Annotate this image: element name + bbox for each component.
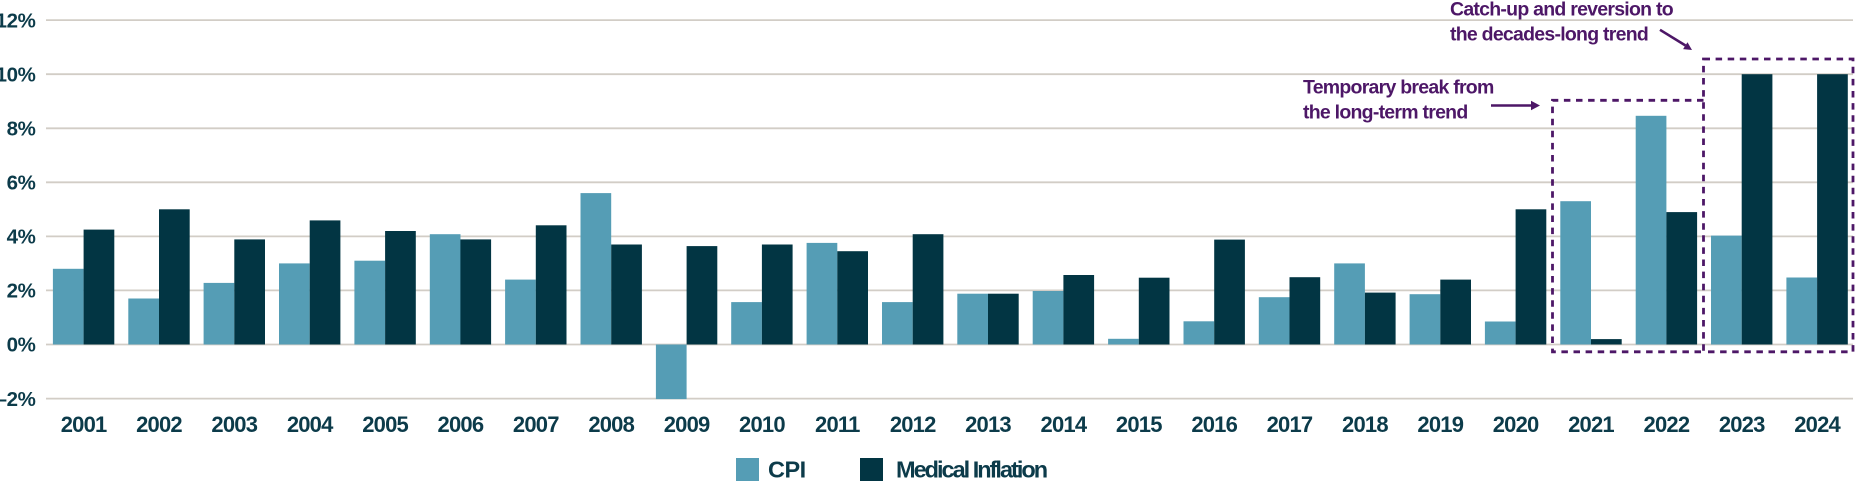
- svg-text:2022: 2022: [1644, 412, 1690, 437]
- svg-text:Catch-up and reversion to: Catch-up and reversion to: [1450, 0, 1674, 21]
- svg-text:8%: 8%: [7, 118, 36, 141]
- svg-text:2001: 2001: [61, 412, 107, 437]
- svg-text:CPI: CPI: [768, 457, 806, 481]
- svg-text:2017: 2017: [1267, 412, 1313, 437]
- svg-text:2006: 2006: [438, 412, 484, 437]
- svg-text:2024: 2024: [1794, 412, 1841, 437]
- svg-text:the long-term trend: the long-term trend: [1303, 101, 1468, 123]
- svg-text:2002: 2002: [136, 412, 182, 437]
- svg-text:2019: 2019: [1417, 412, 1463, 437]
- svg-text:2010: 2010: [739, 412, 785, 437]
- svg-text:2009: 2009: [664, 412, 710, 437]
- svg-text:4%: 4%: [7, 226, 36, 249]
- svg-text:0%: 0%: [7, 334, 36, 357]
- svg-text:2007: 2007: [513, 412, 559, 437]
- svg-text:2018: 2018: [1342, 412, 1388, 437]
- svg-text:12%: 12%: [0, 9, 36, 32]
- svg-text:2020: 2020: [1493, 412, 1539, 437]
- svg-text:Medical Inflation: Medical Inflation: [896, 457, 1047, 481]
- svg-text:10%: 10%: [0, 63, 36, 86]
- svg-text:2005: 2005: [362, 412, 408, 437]
- svg-text:2012: 2012: [890, 412, 936, 437]
- svg-text:2011: 2011: [815, 412, 860, 437]
- svg-text:2015: 2015: [1116, 412, 1162, 437]
- svg-text:2003: 2003: [211, 412, 257, 437]
- svg-text:–2%: –2%: [0, 388, 36, 411]
- svg-text:the decades-long trend: the decades-long trend: [1450, 24, 1648, 46]
- svg-text:2023: 2023: [1719, 412, 1765, 437]
- svg-text:2013: 2013: [965, 412, 1011, 437]
- svg-text:6%: 6%: [7, 172, 36, 195]
- svg-text:2008: 2008: [588, 412, 634, 437]
- svg-text:2016: 2016: [1191, 412, 1237, 437]
- svg-text:Temporary break from: Temporary break from: [1303, 76, 1494, 98]
- svg-text:2014: 2014: [1041, 412, 1088, 437]
- svg-text:2004: 2004: [287, 412, 334, 437]
- svg-text:2%: 2%: [7, 280, 36, 303]
- svg-text:2021: 2021: [1568, 412, 1614, 437]
